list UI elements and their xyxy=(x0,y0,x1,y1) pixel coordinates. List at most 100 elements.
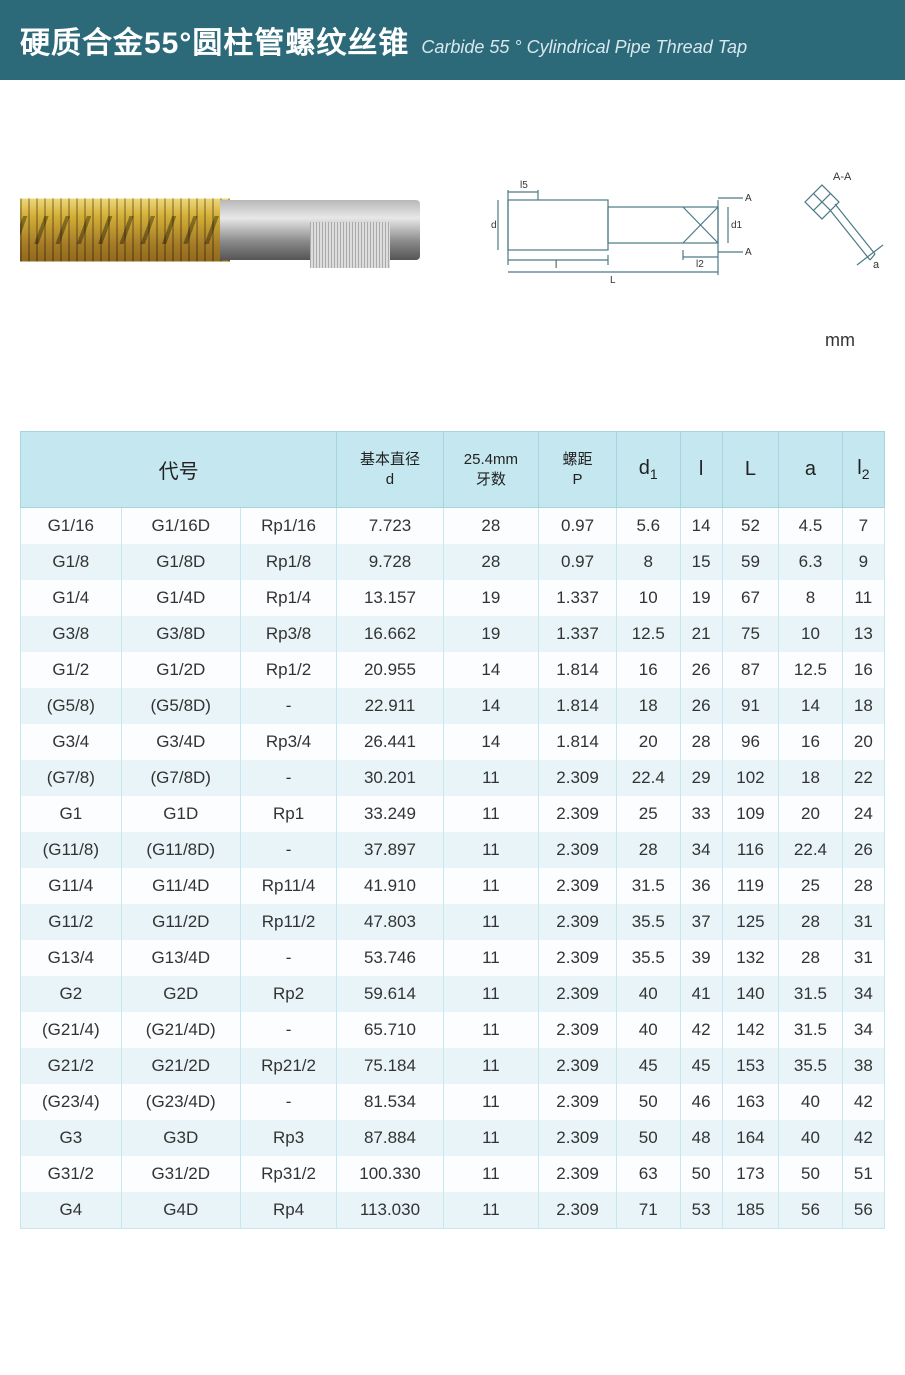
cell: Rp1/2 xyxy=(240,652,336,688)
cell: 26 xyxy=(842,832,884,868)
cell: 20.955 xyxy=(337,652,443,688)
cell: 4.5 xyxy=(779,508,843,545)
cell: 87.884 xyxy=(337,1120,443,1156)
cell: 46 xyxy=(680,1084,722,1120)
cell: 22.911 xyxy=(337,688,443,724)
cell: 11 xyxy=(443,1156,538,1192)
cell: 35.5 xyxy=(779,1048,843,1084)
cell: 31 xyxy=(842,940,884,976)
cell: G1/16D xyxy=(121,508,240,545)
cell: Rp31/2 xyxy=(240,1156,336,1192)
label-a: a xyxy=(873,259,880,271)
cell: 20 xyxy=(779,796,843,832)
cell: 29 xyxy=(680,760,722,796)
cell: 20 xyxy=(842,724,884,760)
cell: 42 xyxy=(842,1084,884,1120)
cell: 34 xyxy=(842,1012,884,1048)
cell: G4D xyxy=(121,1192,240,1229)
cell: 42 xyxy=(842,1120,884,1156)
cell: 11 xyxy=(443,1048,538,1084)
cell: 119 xyxy=(722,868,778,904)
cell: 28 xyxy=(779,940,843,976)
cell: 21 xyxy=(680,616,722,652)
table-row: G3G3DRp387.884112.30950481644042 xyxy=(21,1120,885,1156)
cell: Rp1/8 xyxy=(240,544,336,580)
cell: 28 xyxy=(443,508,538,545)
cell: G11/2 xyxy=(21,904,122,940)
cell: 0.97 xyxy=(539,508,617,545)
cell: 20 xyxy=(616,724,680,760)
cell: 26 xyxy=(680,652,722,688)
cell: 16.662 xyxy=(337,616,443,652)
cell: 11 xyxy=(842,580,884,616)
col-header: 基本直径d xyxy=(337,432,443,508)
cell: 1.814 xyxy=(539,688,617,724)
cell: 11 xyxy=(443,796,538,832)
cell: 38 xyxy=(842,1048,884,1084)
cell: 13.157 xyxy=(337,580,443,616)
cell: G1D xyxy=(121,796,240,832)
cell: 7.723 xyxy=(337,508,443,545)
cell: 164 xyxy=(722,1120,778,1156)
table-row: G3/8G3/8DRp3/816.662191.33712.521751013 xyxy=(21,616,885,652)
cell: Rp1 xyxy=(240,796,336,832)
cell: (G5/8D) xyxy=(121,688,240,724)
cell: 51 xyxy=(842,1156,884,1192)
cell: 41 xyxy=(680,976,722,1012)
cell: 1.337 xyxy=(539,580,617,616)
cell: 1.337 xyxy=(539,616,617,652)
dimension-drawing: l5 d d1 A A l l2 L xyxy=(488,160,768,300)
cell: 14 xyxy=(443,652,538,688)
cell: 81.534 xyxy=(337,1084,443,1120)
cell: (G5/8) xyxy=(21,688,122,724)
cell: G1 xyxy=(21,796,122,832)
cell: 11 xyxy=(443,1012,538,1048)
cell: 11 xyxy=(443,832,538,868)
cell: 14 xyxy=(443,688,538,724)
table-row: G31/2G31/2DRp31/2100.330112.309635017350… xyxy=(21,1156,885,1192)
label-l5: l5 xyxy=(520,180,528,191)
cell: 26.441 xyxy=(337,724,443,760)
table-row: G1/2G1/2DRp1/220.955141.81416268712.516 xyxy=(21,652,885,688)
cell: Rp2 xyxy=(240,976,336,1012)
cell: 25 xyxy=(616,796,680,832)
col-header: 25.4mm牙数 xyxy=(443,432,538,508)
cell: G1/8D xyxy=(121,544,240,580)
table-row: G1G1DRp133.249112.30925331092024 xyxy=(21,796,885,832)
cell: G1/2D xyxy=(121,652,240,688)
cell: 9.728 xyxy=(337,544,443,580)
cell: 42 xyxy=(680,1012,722,1048)
cell: 28 xyxy=(616,832,680,868)
cell: Rp1/16 xyxy=(240,508,336,545)
cell: 5.6 xyxy=(616,508,680,545)
cell: 40 xyxy=(779,1120,843,1156)
section-aa: A-A a xyxy=(795,160,885,300)
cell: 37 xyxy=(680,904,722,940)
title-en: Carbide 55 ° Cylindrical Pipe Thread Tap xyxy=(421,37,747,58)
table-row: G13/4G13/4D-53.746112.30935.5391322831 xyxy=(21,940,885,976)
tap-thread xyxy=(20,195,230,265)
cell: 173 xyxy=(722,1156,778,1192)
cell: 10 xyxy=(616,580,680,616)
cell: 22.4 xyxy=(779,832,843,868)
cell: - xyxy=(240,760,336,796)
cell: 6.3 xyxy=(779,544,843,580)
cell: G1/2 xyxy=(21,652,122,688)
cell: 11 xyxy=(443,1192,538,1229)
cell: G2D xyxy=(121,976,240,1012)
tap-shank xyxy=(220,200,420,260)
cell: G21/2D xyxy=(121,1048,240,1084)
cell: (G11/8) xyxy=(21,832,122,868)
cell: 0.97 xyxy=(539,544,617,580)
cell: 113.030 xyxy=(337,1192,443,1229)
cell: 19 xyxy=(680,580,722,616)
cell: 140 xyxy=(722,976,778,1012)
cell: 8 xyxy=(779,580,843,616)
cell: 2.309 xyxy=(539,1192,617,1229)
cell: 16 xyxy=(779,724,843,760)
table-row: (G23/4)(G23/4D)-81.534112.30950461634042 xyxy=(21,1084,885,1120)
cell: G13/4D xyxy=(121,940,240,976)
cell: 10 xyxy=(779,616,843,652)
title-cn: 硬质合金55°圆柱管螺纹丝锥 xyxy=(20,18,409,62)
col-header: l2 xyxy=(842,432,884,508)
